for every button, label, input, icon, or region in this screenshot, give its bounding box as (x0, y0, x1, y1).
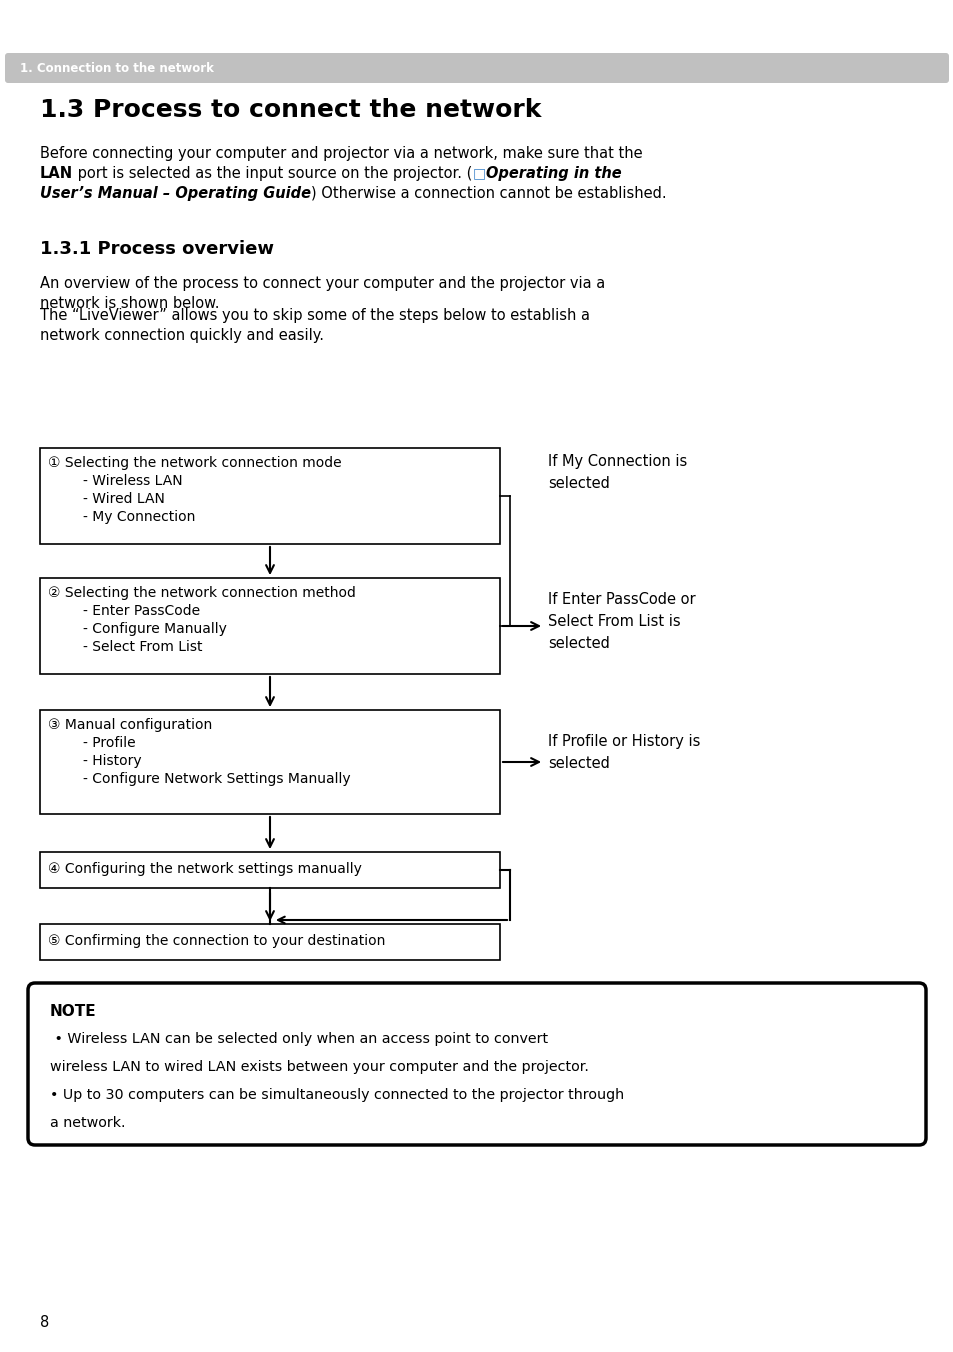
Text: ① Selecting the network connection mode: ① Selecting the network connection mode (48, 456, 341, 470)
Text: network is shown below.: network is shown below. (40, 296, 219, 311)
Text: 1. Connection to the network: 1. Connection to the network (20, 61, 213, 74)
Text: Before connecting your computer and projector via a network, make sure that the: Before connecting your computer and proj… (40, 146, 642, 161)
Text: 1.3 Process to connect the network: 1.3 Process to connect the network (40, 97, 540, 122)
Text: 1.3.1 Process overview: 1.3.1 Process overview (40, 241, 274, 258)
Text: User’s Manual – Operating Guide: User’s Manual – Operating Guide (40, 187, 311, 201)
Text: LAN: LAN (40, 166, 73, 181)
FancyBboxPatch shape (5, 53, 948, 82)
Text: If Profile or History is
selected: If Profile or History is selected (547, 734, 700, 771)
Text: - History: - History (48, 754, 141, 768)
FancyBboxPatch shape (28, 983, 925, 1145)
Text: wireless LAN to wired LAN exists between your computer and the projector.: wireless LAN to wired LAN exists between… (50, 1060, 588, 1073)
Text: - Wired LAN: - Wired LAN (48, 492, 165, 506)
Text: ④ Configuring the network settings manually: ④ Configuring the network settings manua… (48, 863, 361, 876)
Text: ② Selecting the network connection method: ② Selecting the network connection metho… (48, 585, 355, 600)
Text: The “LiveViewer” allows you to skip some of the steps below to establish a: The “LiveViewer” allows you to skip some… (40, 308, 589, 323)
Bar (40, 448, 499, 544)
Bar (40, 579, 499, 675)
Text: An overview of the process to connect your computer and the projector via a: An overview of the process to connect yo… (40, 276, 604, 291)
Text: - Configure Manually: - Configure Manually (48, 622, 227, 635)
Text: • Up to 30 computers can be simultaneously connected to the projector through: • Up to 30 computers can be simultaneous… (50, 1088, 623, 1102)
Text: • Wireless LAN can be selected only when an access point to convert: • Wireless LAN can be selected only when… (50, 1032, 548, 1046)
Text: If Enter PassCode or
Select From List is
selected: If Enter PassCode or Select From List is… (547, 592, 695, 652)
Text: network connection quickly and easily.: network connection quickly and easily. (40, 329, 324, 343)
Text: - Profile: - Profile (48, 735, 135, 750)
Text: 8: 8 (40, 1315, 50, 1330)
Text: ⑤ Confirming the connection to your destination: ⑤ Confirming the connection to your dest… (48, 934, 385, 948)
Text: - Configure Network Settings Manually: - Configure Network Settings Manually (48, 772, 351, 786)
Text: Operating in the: Operating in the (485, 166, 620, 181)
Text: - Wireless LAN: - Wireless LAN (48, 475, 182, 488)
Bar (40, 852, 499, 888)
Text: - My Connection: - My Connection (48, 510, 195, 525)
Text: a network.: a network. (50, 1115, 126, 1130)
Text: ③ Manual configuration: ③ Manual configuration (48, 718, 212, 731)
Text: port is selected as the input source on the projector. (: port is selected as the input source on … (73, 166, 472, 181)
Text: □: □ (472, 166, 485, 180)
Text: If My Connection is
selected: If My Connection is selected (547, 454, 686, 491)
Text: - Enter PassCode: - Enter PassCode (48, 604, 200, 618)
Text: NOTE: NOTE (50, 1005, 96, 1019)
Bar (40, 923, 499, 960)
Text: ) Otherwise a connection cannot be established.: ) Otherwise a connection cannot be estab… (311, 187, 666, 201)
Bar (40, 710, 499, 814)
Text: - Select From List: - Select From List (48, 639, 202, 654)
